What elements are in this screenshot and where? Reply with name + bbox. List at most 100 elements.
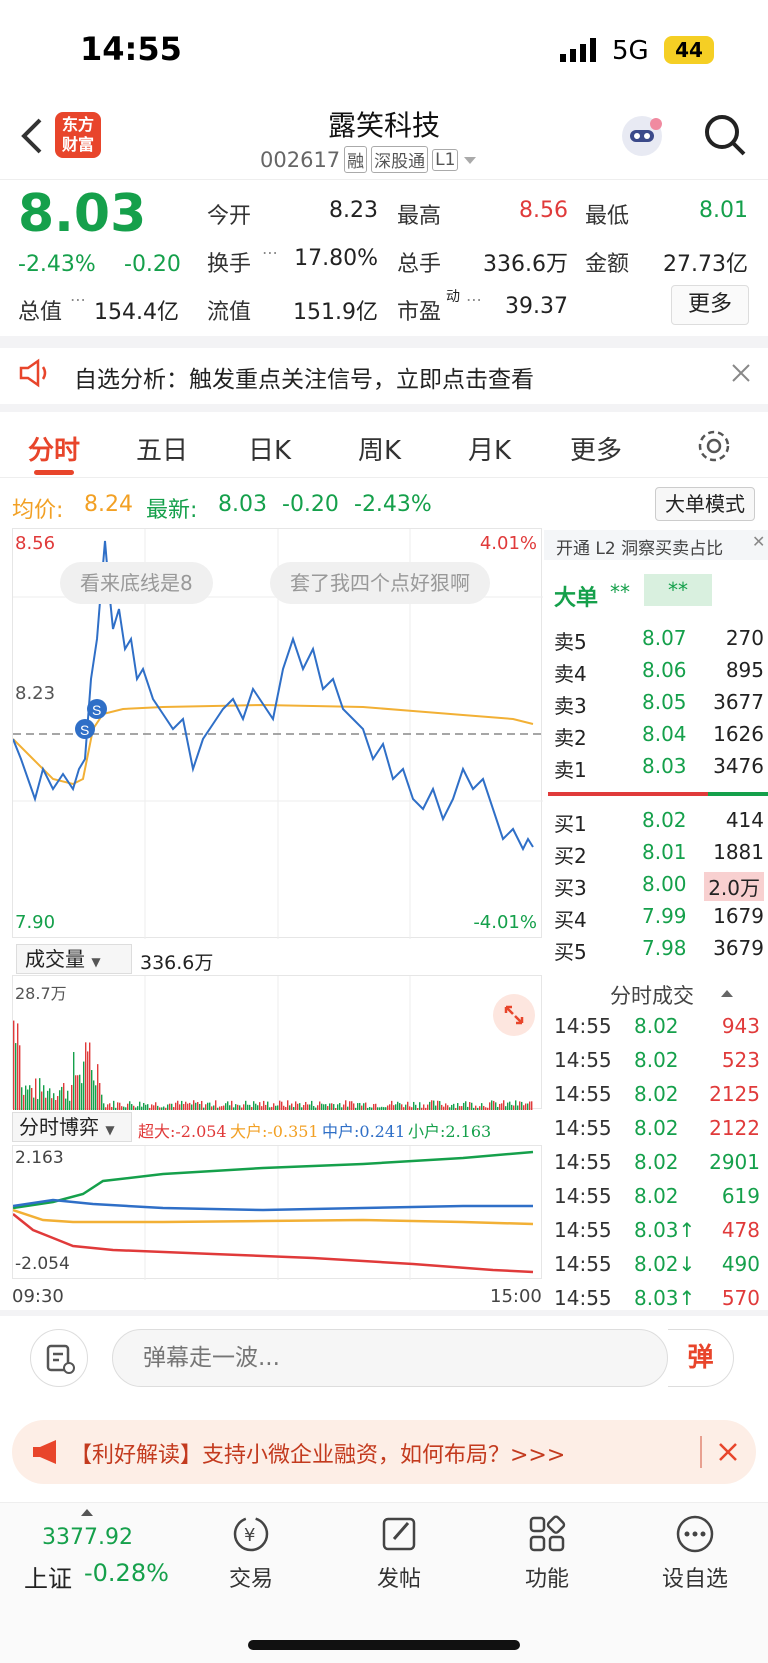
volume-bar xyxy=(277,1105,279,1110)
dropdown-icon[interactable] xyxy=(462,154,478,166)
volume-bar xyxy=(209,1102,211,1110)
volume-bar xyxy=(333,1104,335,1110)
volume-bar xyxy=(57,1096,59,1110)
volume-bar xyxy=(371,1107,373,1110)
tab-more[interactable]: 更多 xyxy=(570,436,623,466)
danmu-input[interactable] xyxy=(112,1329,668,1387)
volume-bar xyxy=(103,1103,105,1110)
promo-banner[interactable]: 【利好解读】支持小微企业融资，如何布局？>>> xyxy=(12,1420,756,1484)
volume-bar xyxy=(93,1080,95,1110)
volume-bar xyxy=(283,1105,285,1110)
avg-value: 8.24 xyxy=(84,492,133,517)
expand-icon[interactable] xyxy=(493,994,535,1036)
low-label: 最低 xyxy=(585,204,630,229)
volume-bar xyxy=(223,1105,225,1110)
volume-bar xyxy=(309,1104,311,1110)
volume-bar xyxy=(505,1106,507,1110)
volume-selector[interactable]: 成交量 ▼ xyxy=(16,944,132,974)
volume-bar xyxy=(29,1085,31,1110)
stock-code-row: 002617 融 深股通 L1 xyxy=(260,146,478,173)
note-icon[interactable] xyxy=(30,1329,88,1387)
danmu-send-button[interactable]: 弹 xyxy=(668,1329,734,1387)
l2-banner[interactable]: 开通 L2 洞察买卖占比 ✕ xyxy=(544,530,768,560)
volume-bar xyxy=(157,1105,159,1110)
volume-bar xyxy=(467,1106,469,1110)
volume-bar xyxy=(37,1098,39,1110)
battery-icon: 44 xyxy=(664,36,714,64)
close-icon[interactable]: ✕ xyxy=(752,532,766,551)
nav-post[interactable]: 发帖 xyxy=(344,1513,454,1593)
volume-bar xyxy=(361,1105,363,1110)
bid-row: 买1 8.02 414 xyxy=(554,808,764,836)
tab-intraday[interactable]: 分时 xyxy=(28,436,81,466)
volume-bar xyxy=(15,1043,17,1110)
info-icon[interactable]: ⋯ xyxy=(70,290,86,309)
volume-bar xyxy=(435,1105,437,1110)
tab-weekly[interactable]: 周K xyxy=(358,436,402,466)
tick-row: 14:55 8.03↑ 478 xyxy=(554,1218,760,1242)
close-icon[interactable] xyxy=(718,1442,738,1462)
big-order-mode-button[interactable]: 大单模式 xyxy=(655,487,755,521)
volume-bar xyxy=(289,1105,291,1110)
notice-bar[interactable]: 自选分析：触发重点关注信号，立即点击查看 xyxy=(0,340,768,406)
volume-bar xyxy=(285,1106,287,1110)
volume-bar xyxy=(379,1107,381,1110)
search-icon[interactable] xyxy=(702,112,748,158)
volume-bar xyxy=(425,1107,427,1110)
volume-bar xyxy=(339,1103,341,1110)
volume-bar xyxy=(117,1102,119,1110)
divider xyxy=(0,336,768,348)
ask-row: 卖2 8.04 1626 xyxy=(554,722,764,750)
volume-bar xyxy=(189,1102,191,1110)
volume-bar xyxy=(175,1102,177,1110)
turnover-value: 17.80% xyxy=(294,246,378,271)
volume-bar xyxy=(325,1104,327,1110)
volume-bar xyxy=(463,1102,465,1110)
volume-bar xyxy=(279,1100,281,1110)
tag-level: L1 xyxy=(432,148,459,171)
time-start: 09:30 xyxy=(12,1286,64,1307)
tab-5day[interactable]: 五日 xyxy=(136,436,189,466)
volume-bar xyxy=(515,1100,517,1110)
volume-bar xyxy=(525,1103,527,1110)
nav-features[interactable]: 功能 xyxy=(492,1513,602,1593)
more-button[interactable]: 更多 xyxy=(671,285,749,325)
game-chart[interactable]: 2.163 -2.054 xyxy=(12,1145,542,1280)
info-icon[interactable]: ⋯ xyxy=(262,243,278,262)
back-icon[interactable] xyxy=(18,116,46,156)
latest-change: -0.20 xyxy=(282,492,339,517)
volume-bar xyxy=(417,1107,419,1110)
chart-low: 7.90 xyxy=(15,912,56,933)
volume-bar xyxy=(167,1104,169,1110)
volume-bar xyxy=(457,1103,459,1110)
volume-bar xyxy=(273,1103,275,1110)
close-icon[interactable] xyxy=(730,362,752,384)
game-selector[interactable]: 分时博弈 ▼ xyxy=(12,1112,132,1142)
bid-row: 买3 8.00 2.0万 xyxy=(554,872,764,902)
robot-avatar-icon[interactable] xyxy=(618,112,666,160)
info-icon[interactable]: ⋯ xyxy=(466,290,482,309)
index-value[interactable]: 3377.92 xyxy=(42,1525,133,1550)
volume-bar xyxy=(377,1107,379,1110)
gear-icon[interactable] xyxy=(696,428,732,464)
tab-monthly[interactable]: 月K xyxy=(468,436,512,466)
volume-bar xyxy=(99,1082,101,1110)
ticks-title[interactable]: 分时成交 xyxy=(610,984,694,1008)
avg-price-bar: 均价: 8.24 最新: 8.03 -0.20 -2.43% xyxy=(0,484,768,524)
volume-bar xyxy=(271,1106,273,1110)
volume-bar xyxy=(375,1103,377,1110)
volume-bar xyxy=(185,1101,187,1110)
nav-trade[interactable]: ¥ 交易 xyxy=(196,1513,306,1593)
nav-add-watchlist[interactable]: 设自选 xyxy=(640,1513,750,1593)
intraday-chart[interactable]: S S 8.56 4.01% 8.23 7.90 -4.01% xyxy=(12,528,543,939)
volume-chart[interactable]: 28.7万 xyxy=(12,975,542,1110)
volume-bar xyxy=(367,1107,369,1110)
volume-bar xyxy=(509,1101,511,1110)
pe-value: 39.37 xyxy=(505,294,568,319)
tab-daily[interactable]: 日K xyxy=(248,436,292,466)
volume-bar xyxy=(51,1098,53,1110)
volume-bar xyxy=(61,1086,63,1110)
volume-bar xyxy=(239,1105,241,1110)
volume-bar xyxy=(275,1105,277,1110)
volume-bar xyxy=(111,1106,113,1110)
